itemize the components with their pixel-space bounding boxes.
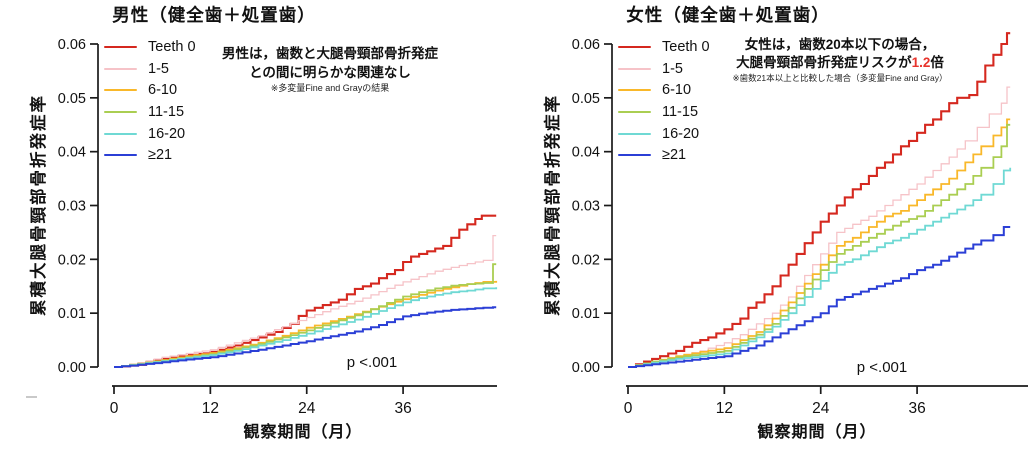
legend-line-swatch xyxy=(104,154,137,157)
annotation-line-2: との間に明らかな関連なし xyxy=(222,63,438,82)
curve-21 xyxy=(114,306,497,368)
y-tick-label: 0.04 xyxy=(572,145,600,161)
x-tick-label: 36 xyxy=(394,400,411,417)
legend-label: 6-10 xyxy=(148,82,178,99)
p-value-male: p <.001 xyxy=(346,354,398,371)
legend: Teeth 0 1-5 6-10 11-15 16-20 ≥21 xyxy=(104,36,196,166)
x-tick-label: 24 xyxy=(298,400,316,417)
x-tick-label: 12 xyxy=(202,400,219,417)
legend-line-swatch xyxy=(104,132,137,135)
legend-line-swatch xyxy=(104,67,137,70)
legend-line-swatch xyxy=(618,67,651,70)
annotation-line-2-text: 大腿骨頸部骨折発症リスクが xyxy=(736,55,912,70)
annotation-line-2: 大腿骨頸部骨折発症リスクが1.2倍 xyxy=(733,54,948,72)
legend-label: 1-5 xyxy=(148,60,169,77)
annotation-footnote: ※歯数21本以上と比較した場合（多変量Fine and Gray） xyxy=(732,73,948,83)
y-tick-label: 0.06 xyxy=(572,37,600,53)
legend-line-swatch xyxy=(618,110,651,113)
curve-1-5 xyxy=(114,234,497,368)
legend-label: ≥21 xyxy=(148,147,173,164)
annotation-female: 女性は，歯数20本以下の場合， 大腿骨頸部骨折発症リスクが1.2倍 ※歯数21本… xyxy=(733,36,948,85)
y-tick-label: 0.00 xyxy=(572,360,600,376)
x-tick-label: 24 xyxy=(812,400,830,417)
legend-line-swatch xyxy=(104,89,137,92)
annotation-footnote: ※多変量Fine and Grayの結果 xyxy=(270,83,390,93)
legend-item: ≥21 xyxy=(618,144,710,166)
legend-label: 16-20 xyxy=(148,125,186,142)
curve-16-20 xyxy=(628,167,1012,368)
legend-line-swatch xyxy=(618,132,651,135)
annotation-male: 男性は，歯数と大腿骨頸部骨折発症 との間に明らかな関連なし ※多変量Fine a… xyxy=(222,44,438,95)
legend-line-swatch xyxy=(618,89,651,92)
curve-6-10 xyxy=(114,280,498,368)
legend-item: 1-5 xyxy=(104,58,196,80)
x-tick-label: 36 xyxy=(908,400,925,417)
curve-21 xyxy=(628,226,1011,368)
legend-item: 16-20 xyxy=(618,123,710,145)
legend-label: 16-20 xyxy=(662,125,700,142)
y-axis-label: 累積大腿骨頸部骨折発症率 xyxy=(544,94,562,316)
x-tick-label: 12 xyxy=(716,400,733,417)
y-tick-label: 0.05 xyxy=(58,91,86,107)
legend-item: 16-20 xyxy=(104,123,196,145)
legend-line-swatch xyxy=(618,45,651,48)
y-tick-label: 0.02 xyxy=(572,252,600,268)
panel-female: 0.00 0.01 0.02 0.03 0.04 0.05 0.06 0 12 24 36 女性（健… xyxy=(514,0,1028,462)
legend-line-swatch xyxy=(104,110,137,113)
y-tick-label: 0.01 xyxy=(58,306,86,322)
legend-label: 1-5 xyxy=(662,60,683,77)
legend-label: ≥21 xyxy=(662,147,687,164)
annotation-line-2-suffix: 倍 xyxy=(930,55,944,70)
y-tick-label: 0.05 xyxy=(572,91,600,107)
legend-item: Teeth 0 xyxy=(104,36,196,58)
legend-item: 1-5 xyxy=(618,58,710,80)
annotation-highlight: 1.2 xyxy=(911,55,931,70)
curve-16-20 xyxy=(114,287,498,368)
legend-label: 11-15 xyxy=(148,103,185,120)
curve-Teeth0 xyxy=(114,214,497,369)
annotation-line-2-text: との間に明らかな関連なし xyxy=(249,65,411,80)
legend-line-swatch xyxy=(618,154,651,157)
legend-label: Teeth 0 xyxy=(662,38,710,55)
legend-item: Teeth 0 xyxy=(618,36,710,58)
legend-label: 11-15 xyxy=(662,103,699,120)
legend-label: Teeth 0 xyxy=(148,38,196,55)
panel-title-female: 女性（健全歯＋処置歯） xyxy=(626,5,830,25)
x-axis-label: 観察期間（月） xyxy=(757,424,877,441)
legend-item: 6-10 xyxy=(618,79,710,101)
y-tick-label: 0.01 xyxy=(572,306,600,322)
artifact-dash xyxy=(26,396,37,398)
y-tick-label: 0.06 xyxy=(58,37,86,53)
x-tick-label: 0 xyxy=(624,400,633,417)
y-tick-label: 0.00 xyxy=(58,360,86,376)
legend-label: 6-10 xyxy=(662,82,692,99)
y-tick-label: 0.03 xyxy=(58,199,86,215)
y-tick-label: 0.04 xyxy=(58,145,86,161)
panel-male: 0.00 0.01 0.02 0.03 0.04 0.05 0.06 0 12 24 36 男性（健… xyxy=(30,5,498,441)
x-axis-label: 観察期間（月） xyxy=(243,424,363,441)
annotation-line-1: 女性は，歯数20本以下の場合， xyxy=(744,37,936,52)
y-tick-label: 0.03 xyxy=(572,199,600,215)
curve-11-15 xyxy=(114,263,497,368)
legend: Teeth 0 1-5 6-10 11-15 16-20 ≥21 xyxy=(618,36,710,166)
legend-item: ≥21 xyxy=(104,144,196,166)
y-tick-label: 0.02 xyxy=(58,252,86,268)
x-tick-label: 0 xyxy=(110,400,119,417)
p-value-female: p <.001 xyxy=(856,359,908,376)
annotation-line-1: 男性は，歯数と大腿骨頸部骨折発症 xyxy=(222,46,438,61)
y-axis-label: 累積大腿骨頸部骨折発症率 xyxy=(30,94,48,316)
legend-line-swatch xyxy=(104,45,137,48)
legend-item: 6-10 xyxy=(104,79,196,101)
legend-item: 11-15 xyxy=(618,101,710,123)
legend-item: 11-15 xyxy=(104,101,196,123)
panel-title-male: 男性（健全歯＋処置歯） xyxy=(112,5,316,25)
